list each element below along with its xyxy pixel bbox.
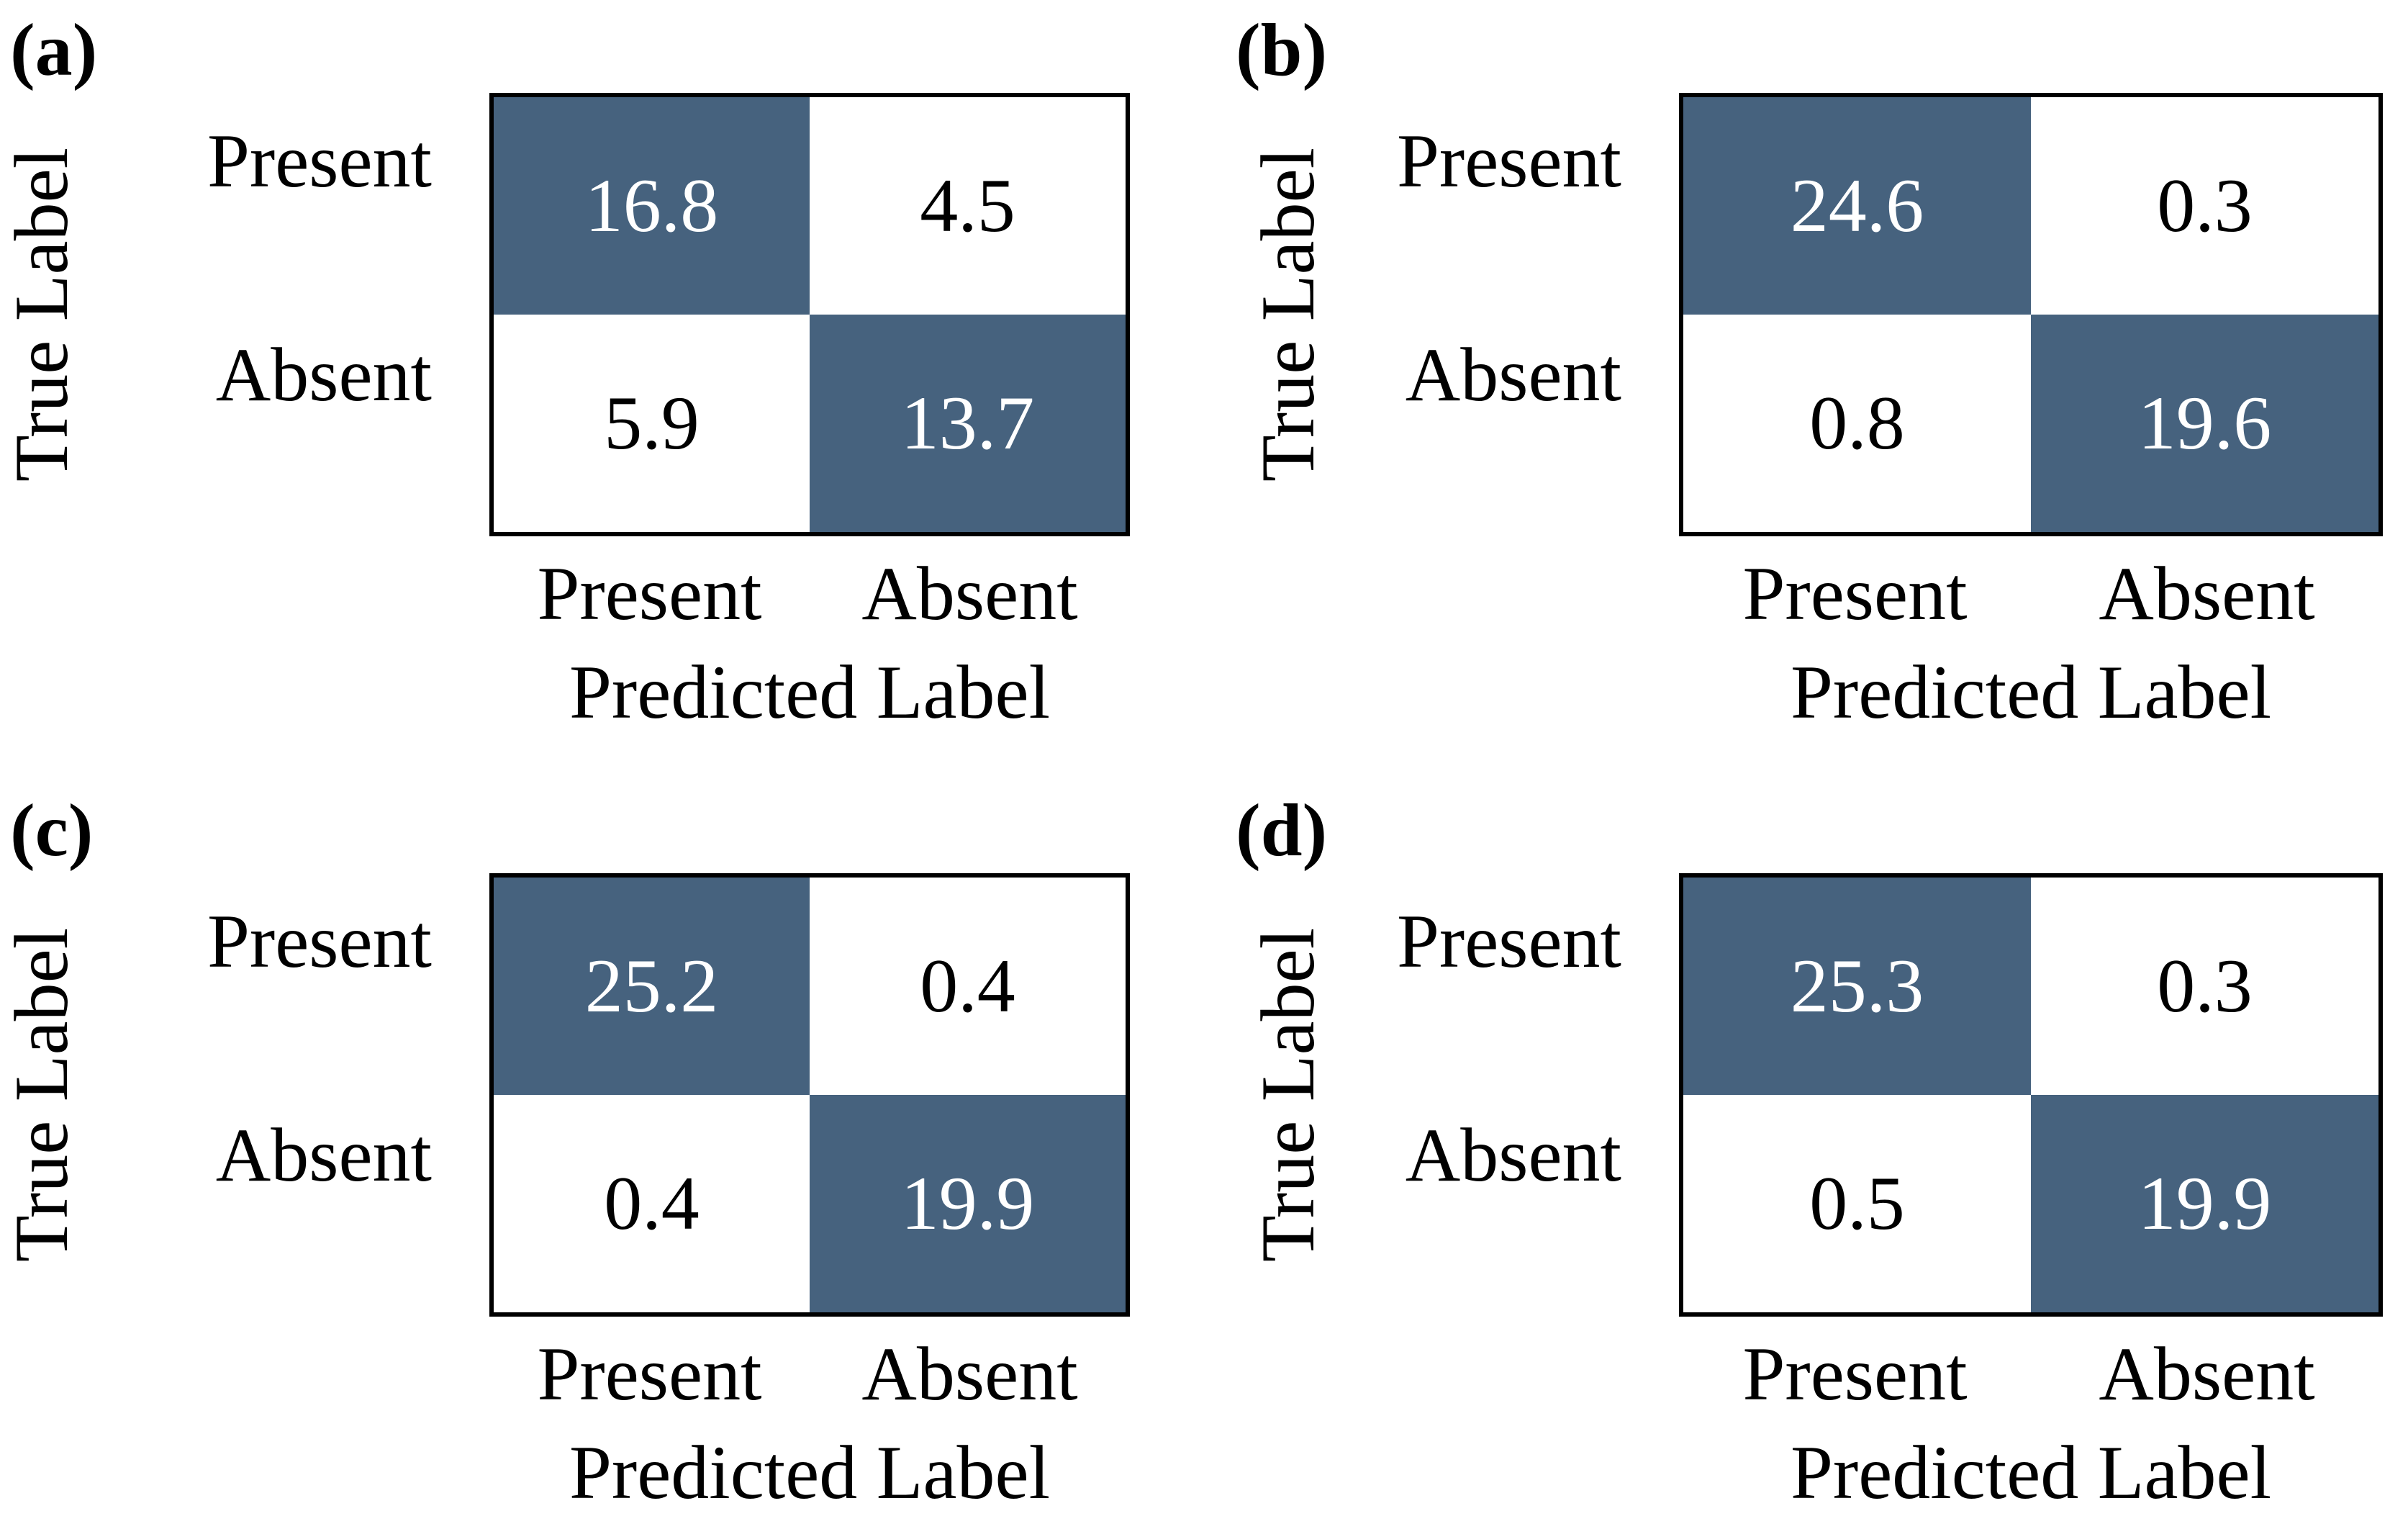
confusion-matrix-c: 25.2 0.4 0.4 19.9: [489, 873, 1130, 1317]
y-tick-absent: Absent: [215, 1113, 432, 1197]
panel-label-a: (a): [10, 9, 98, 91]
matrix-cell-true-absent-pred-absent: 13.7: [810, 315, 1126, 532]
matrix-cell-true-absent-pred-absent: 19.9: [2031, 1095, 2378, 1312]
matrix-cell-true-absent-pred-absent: 19.9: [810, 1095, 1126, 1312]
y-tick-absent: Absent: [1405, 1113, 1621, 1197]
x-tick-present: Present: [537, 551, 762, 636]
matrix-cell-true-absent-pred-present: 0.8: [1683, 315, 2031, 532]
panel-label-d: (d): [1236, 789, 1328, 872]
x-axis-title: Predicted Label: [569, 650, 1051, 734]
x-axis-title: Predicted Label: [1790, 1430, 2272, 1515]
x-tick-absent: Absent: [861, 551, 1078, 636]
matrix-cell-true-present-pred-present: 24.6: [1683, 97, 2031, 315]
x-tick-present: Present: [1742, 551, 1968, 636]
y-tick-present: Present: [1396, 119, 1621, 203]
y-tick-absent: Absent: [1405, 333, 1621, 417]
x-tick-absent: Absent: [2099, 551, 2315, 636]
matrix-cell-true-absent-pred-present: 0.5: [1683, 1095, 2031, 1312]
matrix-cell-true-present-pred-absent: 0.4: [810, 878, 1126, 1095]
x-tick-present: Present: [537, 1332, 762, 1416]
confusion-matrix-b: 24.6 0.3 0.8 19.6: [1679, 93, 2383, 536]
matrix-cell-true-absent-pred-present: 5.9: [494, 315, 810, 532]
x-axis-title: Predicted Label: [569, 1430, 1051, 1515]
y-tick-present: Present: [207, 119, 432, 203]
confusion-matrix-d: 25.3 0.3 0.5 19.9: [1679, 873, 2383, 1317]
matrix-cell-true-present-pred-present: 25.3: [1683, 878, 2031, 1095]
x-tick-absent: Absent: [861, 1332, 1078, 1416]
y-tick-absent: Absent: [215, 333, 432, 417]
y-tick-present: Present: [207, 899, 432, 983]
y-tick-present: Present: [1396, 899, 1621, 983]
matrix-cell-true-present-pred-absent: 0.3: [2031, 97, 2378, 315]
confusion-matrix-a: 16.8 4.5 5.9 13.7: [489, 93, 1130, 536]
matrix-cell-true-absent-pred-present: 0.4: [494, 1095, 810, 1312]
panel-label-c: (c): [10, 789, 94, 872]
x-tick-present: Present: [1742, 1332, 1968, 1416]
matrix-cell-true-present-pred-present: 25.2: [494, 878, 810, 1095]
panel-label-b: (b): [1236, 9, 1328, 91]
matrix-cell-true-present-pred-absent: 4.5: [810, 97, 1126, 315]
matrix-cell-true-present-pred-absent: 0.3: [2031, 878, 2378, 1095]
matrix-cell-true-present-pred-present: 16.8: [494, 97, 810, 315]
x-axis-title: Predicted Label: [1790, 650, 2272, 734]
x-tick-absent: Absent: [2099, 1332, 2315, 1416]
matrix-cell-true-absent-pred-absent: 19.6: [2031, 315, 2378, 532]
